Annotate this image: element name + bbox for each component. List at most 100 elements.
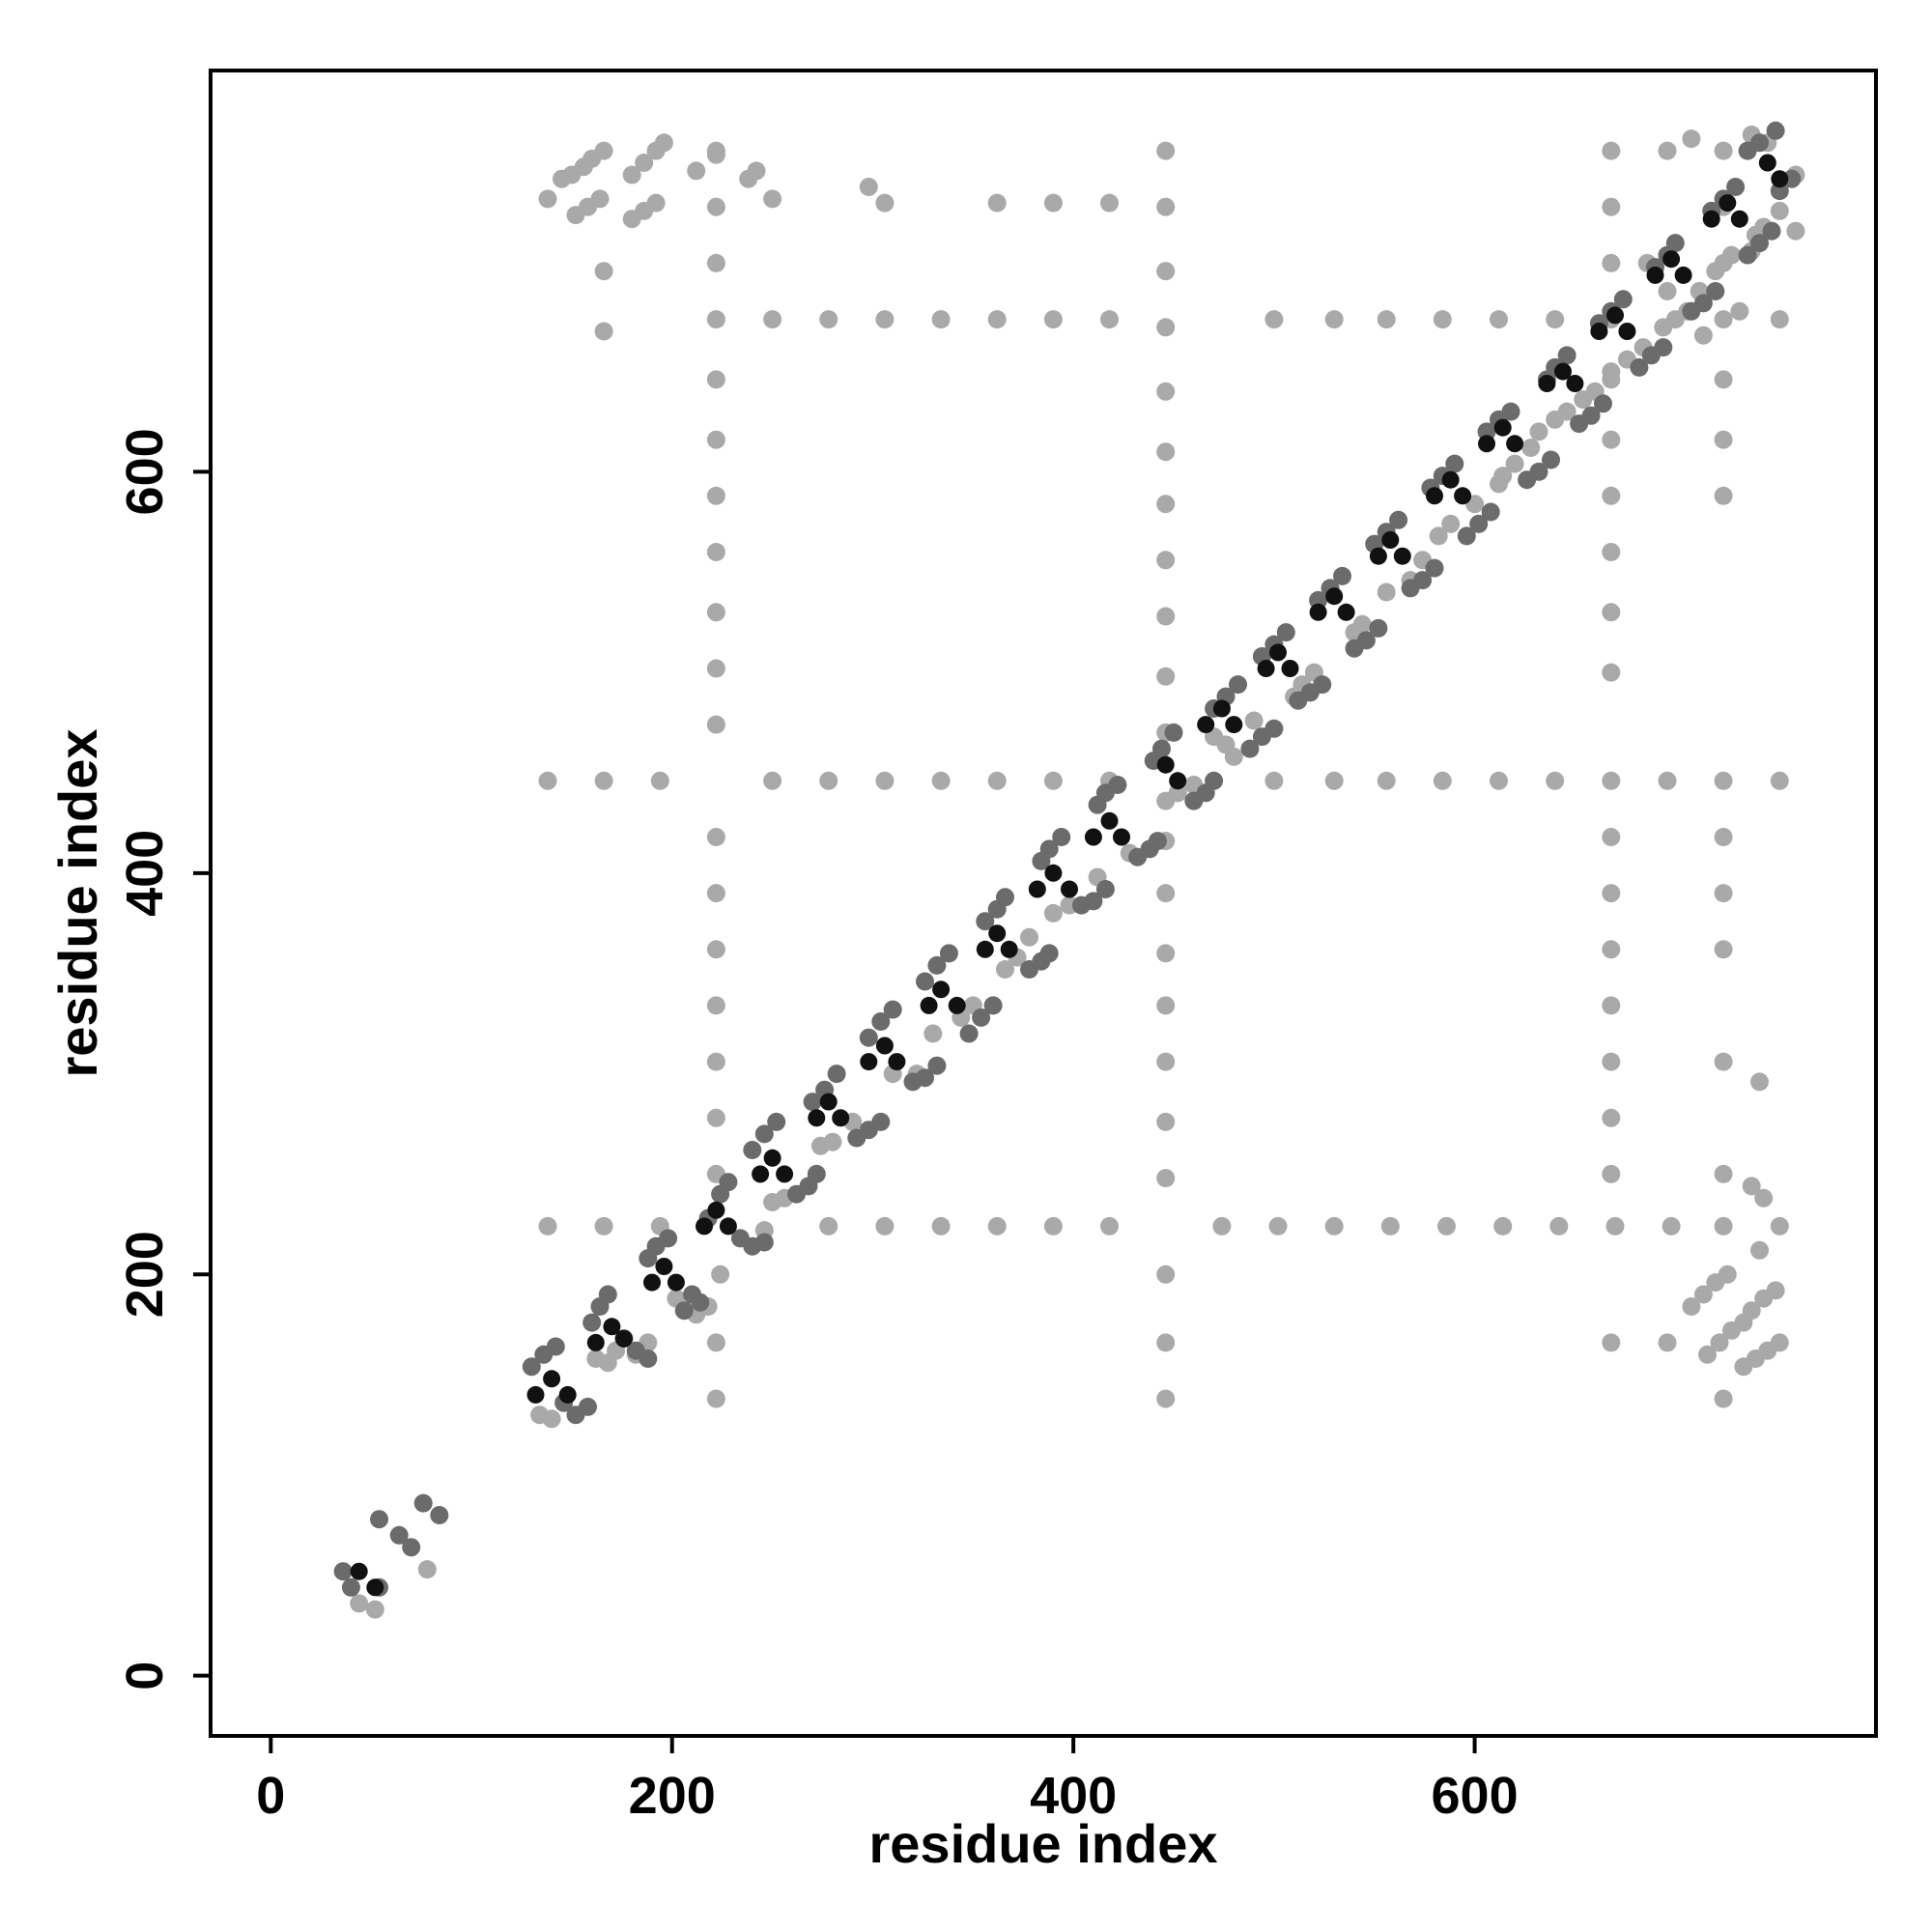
data-point-mid-38 xyxy=(803,1093,822,1112)
data-point-mid-63 xyxy=(1039,839,1059,859)
data-point-light-44 xyxy=(1377,582,1396,602)
data-point-dark-29 xyxy=(1028,880,1046,898)
data-point-light-38 xyxy=(1244,711,1264,730)
data-point-light-107 xyxy=(1156,607,1176,626)
data-point-dark-32 xyxy=(1084,828,1102,846)
data-point-dark-37 xyxy=(1197,716,1215,734)
data-point-light-135 xyxy=(706,1052,725,1071)
data-point-light-54 xyxy=(1529,422,1548,441)
data-point-light-185 xyxy=(1380,1216,1400,1236)
data-point-light-131 xyxy=(706,828,725,846)
data-point-light-147 xyxy=(1264,310,1284,329)
data-point-mid-118 xyxy=(1557,346,1577,365)
data-point-light-228 xyxy=(1682,1297,1701,1316)
data-point-light-255 xyxy=(1730,301,1749,321)
data-point-mid-0 xyxy=(333,1562,353,1581)
data-point-light-122 xyxy=(706,253,725,272)
data-point-mid-109 xyxy=(1481,502,1500,522)
data-point-light-209 xyxy=(1602,1164,1621,1183)
data-point-mid-85 xyxy=(1264,719,1284,738)
x-tick-label-1: 200 xyxy=(629,1767,716,1825)
data-point-mid-110 xyxy=(1477,422,1496,441)
data-point-light-116 xyxy=(1156,1169,1176,1188)
data-point-mid-31 xyxy=(754,1233,774,1252)
data-point-mid-46 xyxy=(883,1000,902,1019)
data-point-light-13 xyxy=(711,1264,730,1284)
data-point-light-197 xyxy=(1602,370,1621,389)
data-point-dark-3 xyxy=(543,1370,561,1388)
data-point-light-202 xyxy=(1602,663,1621,682)
data-point-light-56 xyxy=(1557,402,1577,421)
data-point-light-203 xyxy=(1602,828,1621,846)
data-point-light-233 xyxy=(1710,1333,1729,1352)
data-point-light-152 xyxy=(1546,310,1565,329)
data-point-mid-52 xyxy=(939,944,958,963)
data-point-dark-58 xyxy=(1590,323,1608,340)
data-point-light-151 xyxy=(1490,310,1508,329)
data-point-light-157 xyxy=(819,771,838,790)
data-point-light-225 xyxy=(1750,1072,1769,1092)
data-point-dark-9 xyxy=(655,1258,673,1275)
data-point-dark-15 xyxy=(763,1149,781,1167)
data-point-mid-107 xyxy=(1457,526,1476,546)
data-point-light-113 xyxy=(1156,996,1176,1015)
y-tick-label-3: 600 xyxy=(116,428,174,515)
data-point-light-129 xyxy=(706,659,725,678)
data-point-mid-121 xyxy=(1594,394,1612,413)
data-point-light-118 xyxy=(1156,1333,1176,1352)
data-point-light-195 xyxy=(1602,253,1621,272)
data-point-light-70 xyxy=(1770,201,1789,220)
data-point-mid-3 xyxy=(389,1525,409,1545)
data-point-light-125 xyxy=(706,430,725,449)
data-point-dark-33 xyxy=(1100,811,1119,830)
data-point-mid-66 xyxy=(1084,892,1103,911)
data-point-light-219 xyxy=(1714,884,1733,903)
data-point-mid-70 xyxy=(1108,776,1127,794)
data-point-dark-43 xyxy=(1309,603,1327,621)
data-point-light-173 xyxy=(538,1216,557,1236)
data-point-mid-130 xyxy=(1665,234,1685,253)
data-point-light-253 xyxy=(1658,282,1677,300)
data-point-light-89 xyxy=(687,161,706,181)
data-point-light-176 xyxy=(819,1216,838,1236)
data-point-light-117 xyxy=(1156,1264,1176,1284)
data-point-light-236 xyxy=(1742,1301,1761,1321)
data-point-mid-94 xyxy=(1333,566,1351,585)
data-point-mid-1 xyxy=(341,1577,360,1597)
data-point-dark-16 xyxy=(776,1165,794,1183)
data-point-dark-17 xyxy=(808,1109,826,1127)
data-point-mid-91 xyxy=(1313,675,1332,695)
data-point-dark-44 xyxy=(1325,587,1344,606)
data-point-dark-47 xyxy=(1381,531,1400,549)
data-point-light-160 xyxy=(987,771,1007,790)
data-point-light-161 xyxy=(1043,771,1063,790)
data-point-light-108 xyxy=(1156,667,1176,686)
data-point-mid-137 xyxy=(1738,245,1757,265)
data-point-dark-27 xyxy=(988,924,1007,943)
data-point-dark-48 xyxy=(1393,547,1411,565)
data-point-light-221 xyxy=(1714,1052,1733,1071)
data-point-mid-13 xyxy=(579,1397,597,1416)
data-point-light-95 xyxy=(875,193,895,213)
points-layer xyxy=(333,121,1805,1619)
data-point-light-180 xyxy=(1043,1216,1063,1236)
data-point-dark-50 xyxy=(1441,470,1460,489)
data-point-light-188 xyxy=(1549,1216,1569,1236)
data-point-light-229 xyxy=(1693,1285,1713,1304)
data-point-mid-5 xyxy=(413,1493,433,1513)
data-point-light-149 xyxy=(1377,310,1396,329)
data-point-mid-124 xyxy=(1613,290,1633,309)
data-point-light-224 xyxy=(1658,1333,1677,1352)
data-point-light-111 xyxy=(1156,884,1176,903)
data-point-mid-51 xyxy=(927,955,947,975)
data-point-dark-49 xyxy=(1426,487,1443,505)
data-point-mid-75 xyxy=(1152,739,1171,758)
data-point-light-119 xyxy=(1156,1389,1176,1408)
data-point-light-96 xyxy=(987,193,1007,213)
data-point-light-148 xyxy=(1324,310,1344,329)
data-point-mid-14 xyxy=(582,1313,602,1332)
data-point-light-198 xyxy=(1602,430,1621,449)
data-point-light-143 xyxy=(931,310,951,329)
data-point-dark-12 xyxy=(707,1201,725,1219)
data-point-light-163 xyxy=(1264,771,1284,790)
